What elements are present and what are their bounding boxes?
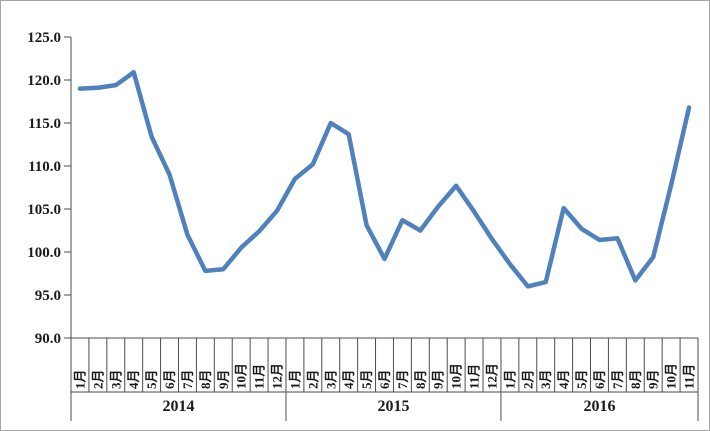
month-label: 11月 [467, 364, 482, 389]
month-label: 4月 [126, 369, 141, 389]
month-label: 7月 [610, 369, 625, 389]
month-label: 1月 [72, 369, 87, 389]
month-label: 12月 [484, 363, 499, 389]
y-axis-tick-label: 115.0 [28, 116, 61, 132]
month-label: 8月 [413, 369, 428, 389]
month-label: 2月 [305, 369, 320, 389]
month-label: 2月 [90, 369, 105, 389]
data-series-line [77, 70, 692, 289]
month-label: 10月 [664, 363, 679, 389]
month-label: 11月 [252, 364, 267, 389]
month-label: 8月 [628, 369, 643, 389]
month-label: 9月 [646, 369, 661, 389]
month-label: 2月 [520, 369, 535, 389]
y-axis-tick-label: 100.0 [27, 245, 61, 261]
month-label: 3月 [323, 369, 338, 389]
y-axis-tick-label: 110.0 [28, 159, 61, 175]
month-label: 6月 [377, 369, 392, 389]
month-label: 11月 [682, 364, 697, 389]
month-label: 6月 [162, 369, 177, 389]
month-label: 3月 [538, 369, 553, 389]
y-axis-tick-label: 125.0 [27, 30, 61, 46]
month-label: 1月 [287, 369, 302, 389]
y-axis-tick-label: 105.0 [27, 202, 61, 218]
month-label: 5月 [574, 369, 589, 389]
year-label: 2014 [162, 398, 194, 415]
month-label: 4月 [556, 369, 571, 389]
month-label: 1月 [502, 369, 517, 389]
month-label: 9月 [431, 369, 446, 389]
month-label: 12月 [270, 363, 285, 389]
y-axis-tick-label: 120.0 [27, 73, 61, 89]
month-label: 9月 [216, 369, 231, 389]
month-label: 7月 [395, 369, 410, 389]
month-label: 7月 [180, 369, 195, 389]
month-label: 5月 [359, 369, 374, 389]
month-label: 4月 [341, 369, 356, 389]
month-label: 10月 [449, 363, 464, 389]
year-label: 2016 [583, 398, 615, 415]
y-axis-tick-label: 90.0 [35, 331, 61, 347]
month-label: 10月 [234, 363, 249, 389]
y-axis-tick-label: 95.0 [35, 288, 61, 304]
month-label: 6月 [592, 369, 607, 389]
month-label: 8月 [198, 369, 213, 389]
year-label: 2015 [377, 398, 409, 415]
month-label: 5月 [144, 369, 159, 389]
month-label: 3月 [108, 369, 123, 389]
